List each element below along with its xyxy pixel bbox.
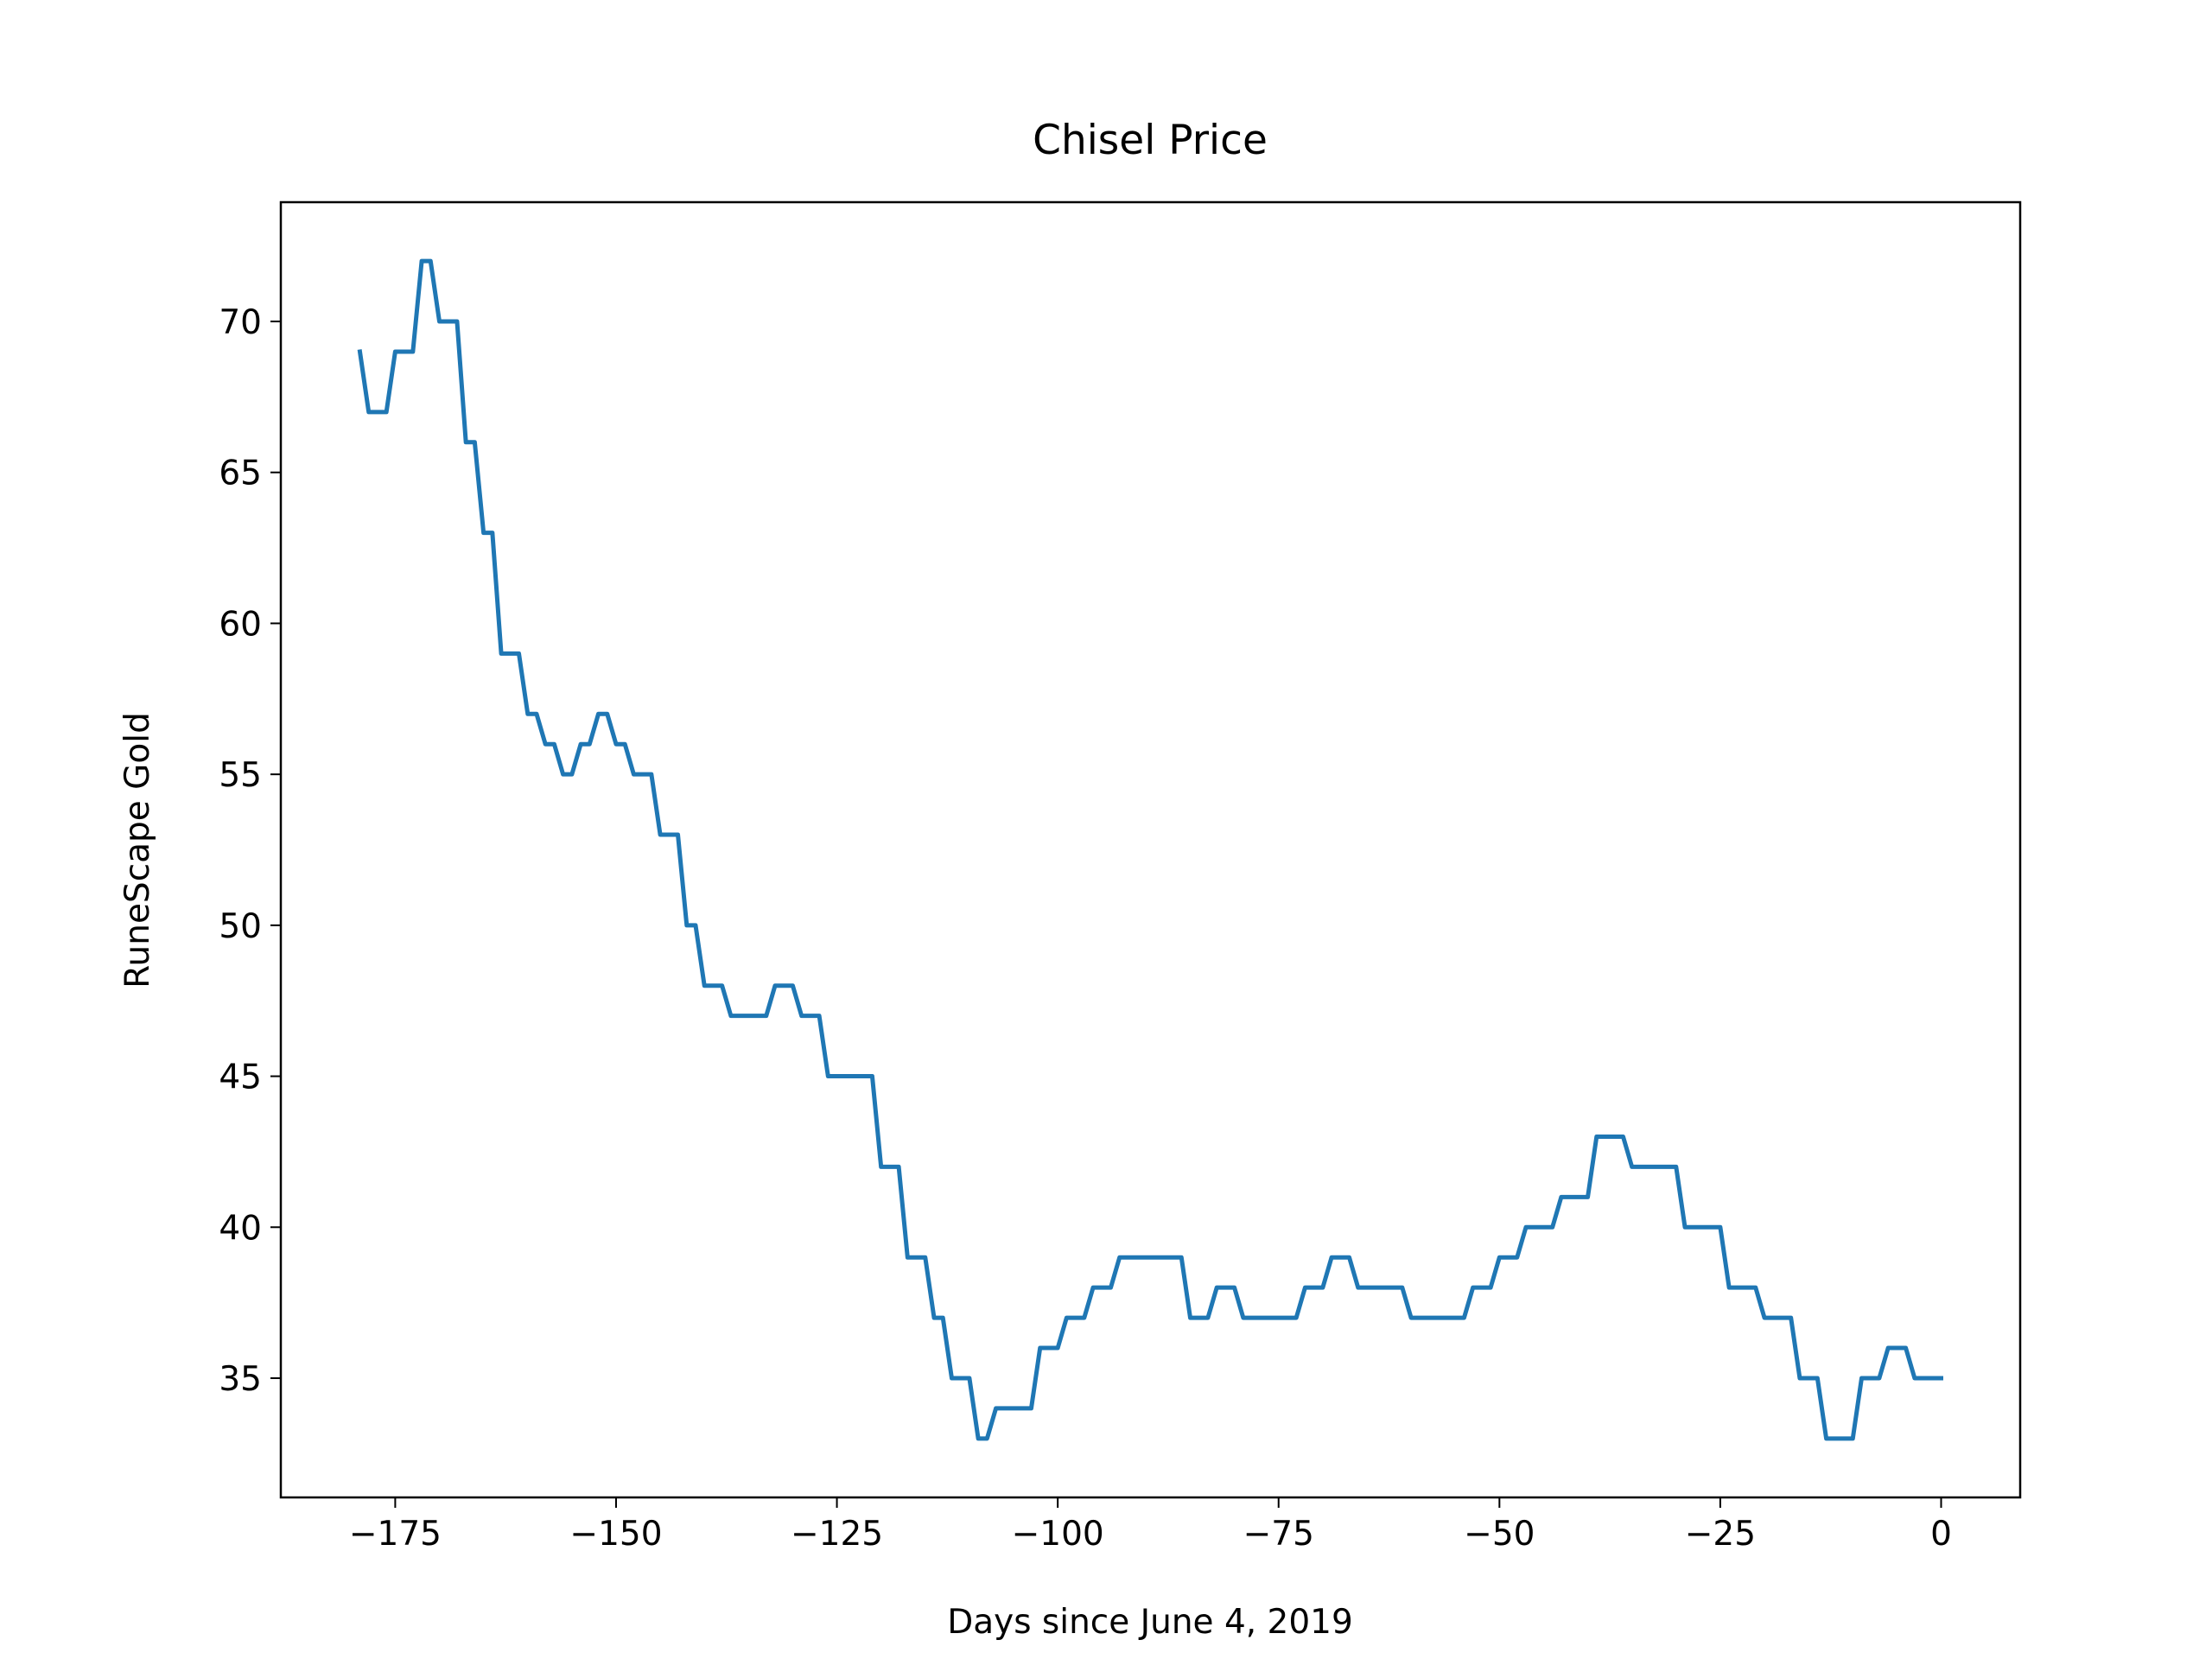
x-tick-label: −75 [1243, 1515, 1314, 1554]
x-tick-label: −125 [791, 1515, 883, 1554]
y-tick-label: 35 [219, 1360, 262, 1399]
x-axis-label: Days since June 4, 2019 [947, 1603, 1353, 1642]
data-line [357, 258, 1943, 1441]
y-axis-label: RuneScape Gold [118, 712, 157, 988]
x-tick-label: −175 [349, 1515, 442, 1554]
y-tick-label: 70 [219, 303, 262, 342]
chart-title: Chisel Price [1033, 117, 1268, 164]
y-tick-label: 40 [219, 1209, 262, 1248]
x-tick-label: −150 [569, 1515, 662, 1554]
y-tick-label: 45 [219, 1058, 262, 1097]
y-tick-label: 50 [219, 907, 262, 946]
y-tick-label: 55 [219, 756, 262, 795]
x-tick-label: −50 [1464, 1515, 1535, 1554]
y-tick-label: 65 [219, 454, 262, 493]
plot-frame [279, 200, 2022, 1499]
x-tick-label: −25 [1685, 1515, 1756, 1554]
y-tick-label: 60 [219, 605, 262, 644]
x-tick-label: 0 [1930, 1515, 1952, 1554]
x-tick-label: −100 [1012, 1515, 1104, 1554]
